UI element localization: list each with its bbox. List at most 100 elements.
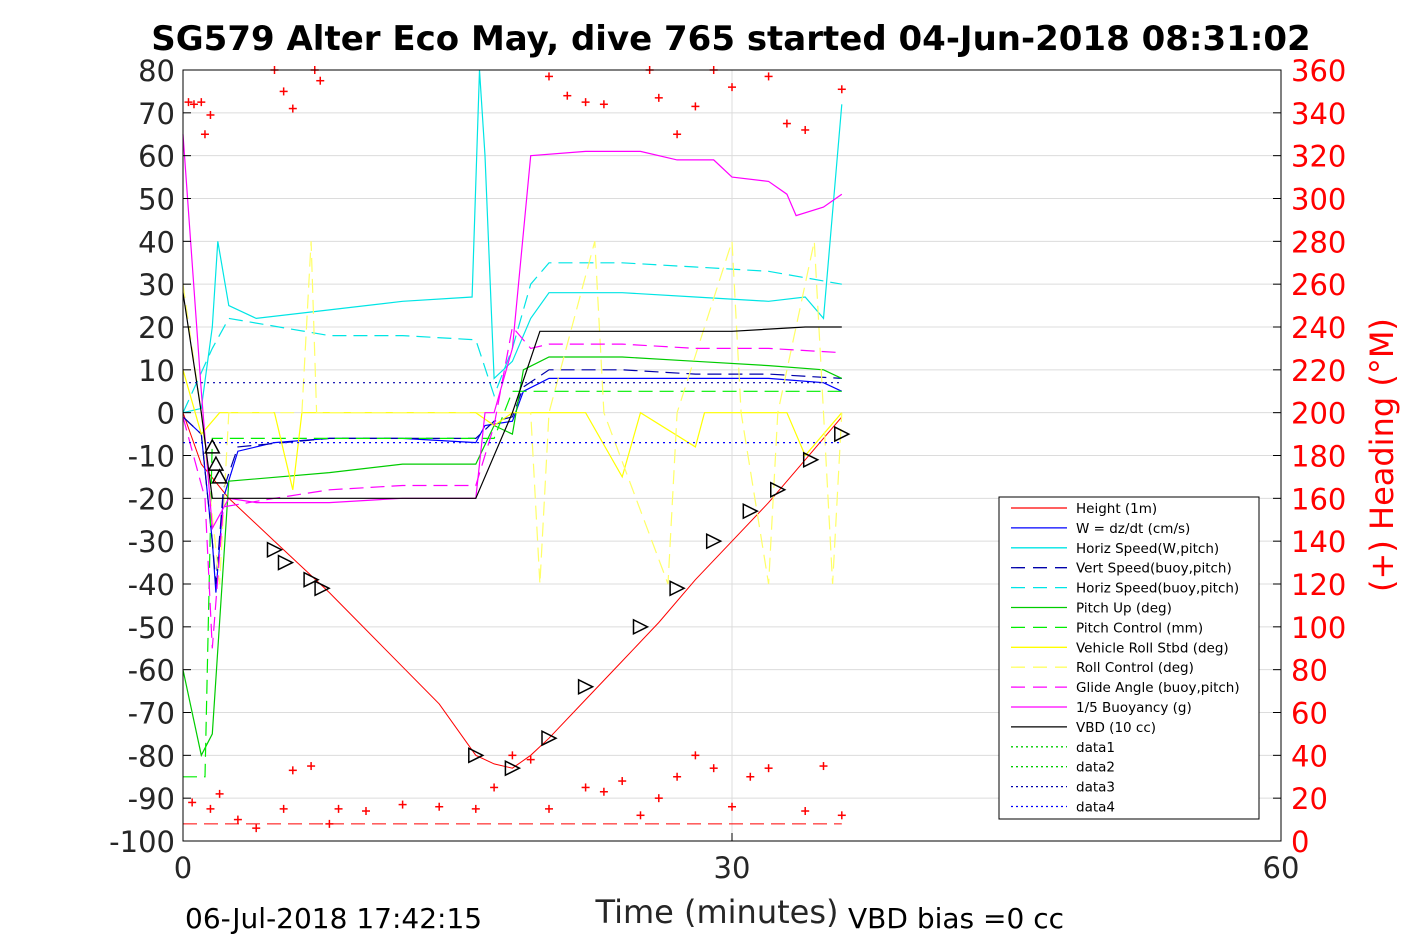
heading-marker — [279, 87, 288, 96]
heading-marker — [673, 772, 682, 781]
x-tick-label: 30 — [714, 851, 751, 885]
legend-entry: W = dz/dt (cm/s) — [1011, 521, 1190, 537]
heading-marker — [691, 102, 700, 111]
triangle-marker — [277, 554, 295, 571]
heading-marker — [398, 800, 407, 809]
series-line — [182, 134, 843, 531]
series-line — [182, 69, 843, 414]
triangle-marker — [204, 438, 221, 454]
right-tick-label: 140 — [1291, 525, 1346, 559]
left-tick-label: -40 — [128, 568, 175, 602]
heading-marker — [673, 130, 682, 139]
right-tick-label: 160 — [1291, 482, 1346, 516]
legend-label: Pitch Control (mm) — [1076, 620, 1203, 636]
triangle-marker — [802, 451, 820, 468]
heading-marker — [581, 98, 590, 107]
legend-label: W = dz/dt (cm/s) — [1076, 521, 1190, 537]
left-tick-label: -50 — [128, 611, 175, 645]
legend-label: data2 — [1076, 760, 1115, 776]
legend-entry: Horiz Speed(buoy,pitch) — [1011, 581, 1239, 597]
triangle-marker — [541, 729, 558, 747]
heading-marker — [819, 762, 828, 771]
heading-marker — [709, 764, 718, 773]
triangle-marker — [742, 502, 759, 520]
heading-marker — [206, 804, 215, 813]
heading-marker — [362, 807, 370, 816]
left-tick-label: -100 — [109, 825, 175, 859]
heading-marker — [545, 72, 553, 81]
heading-marker — [200, 130, 209, 139]
right-tick-label: 80 — [1291, 654, 1328, 688]
legend-label: Glide Angle (buoy,pitch) — [1076, 680, 1240, 696]
heading-marker — [279, 804, 288, 813]
left-tick-label: 30 — [138, 268, 175, 302]
left-tick-label: 60 — [138, 140, 175, 174]
heading-marker — [728, 83, 736, 92]
left-tick-label: -30 — [128, 525, 175, 559]
chart-title: SG579 Alter Eco May, dive 765 started 04… — [151, 19, 1310, 59]
left-tick-label: -90 — [128, 782, 175, 816]
heading-marker — [691, 751, 700, 760]
left-tick-label: 0 — [157, 397, 175, 431]
right-tick-label: 40 — [1291, 739, 1328, 773]
right-tick-label: 360 — [1291, 54, 1346, 88]
triangle-marker — [669, 580, 686, 597]
heading-marker — [599, 100, 608, 109]
heading-marker — [545, 804, 553, 813]
heading-marker — [801, 125, 810, 134]
left-tick-label: -10 — [128, 440, 175, 474]
heading-marker — [471, 804, 480, 813]
legend-entry: data2 — [1011, 760, 1115, 776]
right-tick-label: 260 — [1291, 268, 1346, 302]
legend-label: Height (1m) — [1076, 501, 1157, 517]
right-tick-label: 280 — [1291, 225, 1346, 259]
triangle-marker — [577, 678, 595, 696]
heading-marker — [252, 824, 261, 833]
heading-marker — [189, 100, 198, 109]
triangle-marker — [303, 571, 320, 588]
legend-label: data4 — [1076, 800, 1115, 816]
legend-label: VBD (10 cc) — [1076, 720, 1156, 736]
left-tick-label: 50 — [138, 183, 175, 217]
right-tick-label: 320 — [1291, 140, 1346, 174]
chart-legend: Height (1m) W = dz/dt (cm/s) Horiz Speed(W… — [998, 496, 1260, 820]
left-axis-ticks: 80 70 60 50 40 30 20 10 0 -10 -20 -30 -40 -50 -60 -70 -8… — [109, 54, 191, 859]
legend-entry: Pitch Control (mm) — [1011, 620, 1203, 636]
right-tick-label: 300 — [1291, 183, 1346, 217]
left-tick-label: 80 — [138, 54, 175, 88]
heading-marker — [206, 110, 215, 119]
heading-marker — [325, 819, 334, 828]
heading-marker — [184, 98, 193, 107]
legend-entry: Vert Speed(buoy,pitch) — [1011, 561, 1232, 577]
legend-entry: Pitch Up (deg) — [1011, 601, 1172, 617]
series-line — [182, 241, 843, 585]
left-tick-label: 40 — [138, 225, 175, 259]
triangle-marker — [770, 481, 787, 498]
right-tick-label: 0 — [1291, 825, 1309, 859]
legend-label: data1 — [1076, 740, 1115, 756]
left-tick-label: -70 — [128, 697, 175, 731]
triangle-marker — [211, 468, 228, 484]
heading-marker — [654, 93, 663, 102]
left-tick-label: -20 — [128, 482, 175, 516]
heading-marker — [837, 811, 846, 820]
heading-marker — [782, 119, 791, 128]
legend-entry: data4 — [1011, 800, 1115, 816]
legend-label: Vehicle Roll Stbd (deg) — [1076, 640, 1229, 656]
series-line — [182, 377, 843, 593]
series-line — [182, 325, 842, 649]
heading-marker — [233, 815, 242, 824]
legend-entry: VBD (10 cc) — [1011, 720, 1156, 736]
triangle-marker — [207, 455, 225, 471]
right-axis-label: (+) Heading (°M) — [1363, 318, 1401, 592]
right-tick-label: 240 — [1291, 311, 1346, 345]
left-tick-label: 10 — [138, 354, 175, 388]
heading-marker — [508, 751, 517, 760]
legend-entry: Vehicle Roll Stbd (deg) — [1011, 640, 1229, 656]
right-tick-label: 220 — [1291, 354, 1346, 388]
series-layer — [182, 69, 843, 825]
right-tick-label: 200 — [1291, 397, 1346, 431]
series-line — [182, 369, 843, 490]
heading-marker — [490, 783, 499, 792]
